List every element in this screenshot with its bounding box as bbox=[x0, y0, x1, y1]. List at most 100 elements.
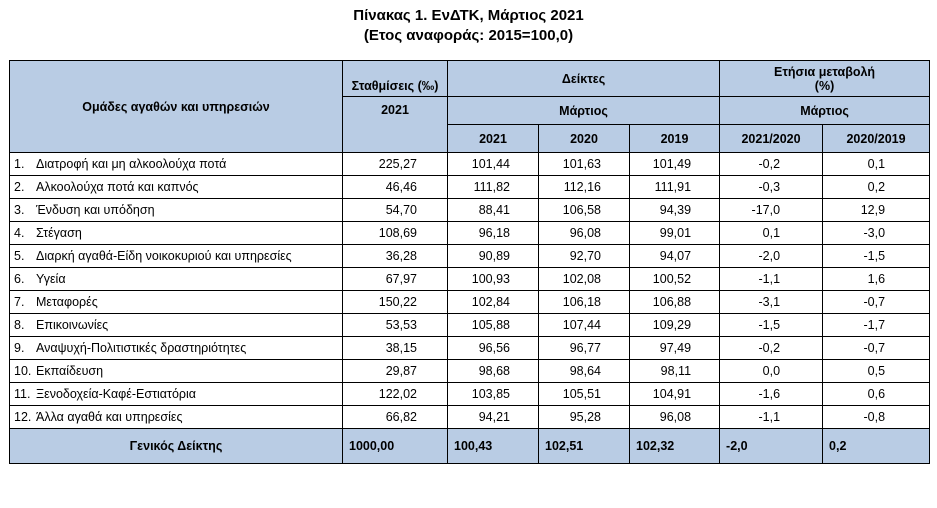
group-name-cell: 8. Επικοινωνίες bbox=[9, 313, 343, 337]
table-title: Πίνακας 1. ΕνΔΤΚ, Μάρτιος 2021 bbox=[353, 7, 584, 24]
change-2020-2019-cell: 1,6 bbox=[822, 267, 931, 291]
table-row: 7. Μεταφορές 150,22 102,84 106,18 106,88 -3,1-… bbox=[9, 290, 931, 314]
group-name-cell: 3. Ένδυση και υπόδηση bbox=[9, 198, 343, 222]
index-2021-cell: 105,88 bbox=[447, 313, 539, 337]
change-2021-2020-cell: -0,2 bbox=[719, 336, 824, 360]
index-2019-cell: 98,11 bbox=[628, 359, 721, 383]
table-row: 10. Εκπαίδευση 29,87 98,68 98,64 98,11 0,0 0,5 bbox=[9, 359, 931, 383]
group-label: Αναψυχή-Πολιτιστικές δραστηριότητες bbox=[36, 341, 247, 355]
weights-year-header: 2021 bbox=[342, 96, 448, 153]
row-number: 7. bbox=[14, 295, 25, 309]
change-2021-2020-cell: -1,1 bbox=[719, 267, 824, 291]
index-2020-cell: 107,44 bbox=[538, 313, 630, 337]
cpi-table: Ομάδες αγαθών και υπηρεσιών Σταθμίσεις (… bbox=[9, 60, 931, 464]
row-number: 6. bbox=[14, 272, 25, 286]
weight-cell: 108,69 bbox=[342, 221, 448, 245]
change-2020-2019-cell: 0,5 bbox=[822, 359, 931, 383]
index-2021-cell: 90,89 bbox=[447, 244, 539, 268]
year-header-2019: 2019 bbox=[628, 124, 721, 153]
year-header-2021: 2021 bbox=[447, 124, 539, 153]
total-change-2020-2019-cell: 0,2 bbox=[822, 428, 931, 464]
change-2021-2020-cell: -0,2 bbox=[719, 152, 824, 176]
row-number: 1. bbox=[14, 157, 25, 171]
weight-cell: 29,87 bbox=[342, 359, 448, 383]
table-subtitle: (Ετος αναφοράς: 2015=100,0) bbox=[363, 27, 574, 44]
group-label: Αλκοολούχα ποτά και καπνός bbox=[36, 180, 199, 194]
group-name-cell: 6. Υγεία bbox=[9, 267, 343, 291]
change-2021-2020-cell: -2,0 bbox=[719, 244, 824, 268]
weights-header: Σταθμίσεις (‰) bbox=[342, 60, 448, 97]
group-name-cell: 5. Διαρκή αγαθά-Είδη νοικοκυριού και υπηρ… bbox=[9, 244, 343, 268]
index-2019-cell: 94,07 bbox=[628, 244, 721, 268]
change-2020-2019-cell: 0,2 bbox=[822, 175, 931, 199]
row-number: 3. bbox=[14, 203, 25, 217]
row-number: 8. bbox=[14, 318, 25, 332]
total-index-2021-cell: 100,43 bbox=[447, 428, 539, 464]
index-2019-cell: 109,29 bbox=[628, 313, 721, 337]
group-name-cell: 1. Διατροφή και μη αλκοολούχα ποτά bbox=[9, 152, 343, 176]
weight-cell: 67,97 bbox=[342, 267, 448, 291]
index-2020-cell: 95,28 bbox=[538, 405, 630, 429]
annual-change-label: Ετήσια μεταβολή bbox=[773, 64, 876, 79]
weight-cell: 122,02 bbox=[342, 382, 448, 406]
change-2020-2019-cell: 0,6 bbox=[822, 382, 931, 406]
index-2019-cell: 106,88 bbox=[628, 290, 721, 314]
change-2021-2020-cell: 0,1 bbox=[719, 221, 824, 245]
row-number: 9. bbox=[14, 341, 25, 355]
group-name-cell: 7. Μεταφορές bbox=[9, 290, 343, 314]
index-2021-cell: 94,21 bbox=[447, 405, 539, 429]
groups-header: Ομάδες αγαθών και υπηρεσιών bbox=[9, 60, 343, 153]
row-number: 10. bbox=[14, 364, 32, 378]
group-name-cell: 9. Αναψυχή-Πολιτιστικές δραστηριότητες bbox=[9, 336, 343, 360]
row-number: 5. bbox=[14, 249, 25, 263]
change-2020-2019-cell: -0,7 bbox=[822, 290, 931, 314]
index-2021-cell: 101,44 bbox=[447, 152, 539, 176]
weight-cell: 38,15 bbox=[342, 336, 448, 360]
index-2021-cell: 102,84 bbox=[447, 290, 539, 314]
total-change-2021-2020-cell: -2,0 bbox=[719, 428, 824, 464]
indices-header: Δείκτες bbox=[446, 60, 721, 97]
row-number: 12. bbox=[14, 410, 32, 424]
total-label: Γενικός Δείκτης bbox=[9, 428, 343, 464]
weight-cell: 54,70 bbox=[342, 198, 448, 222]
weight-cell: 66,82 bbox=[342, 405, 448, 429]
group-label: Διατροφή και μη αλκοολούχα ποτά bbox=[36, 157, 227, 171]
change-2021-2020-cell: -17,0 bbox=[719, 198, 824, 222]
annual-change-unit: (%) bbox=[814, 78, 835, 93]
total-weight-cell: 1000,00 bbox=[342, 428, 448, 464]
index-2020-cell: 92,70 bbox=[538, 244, 630, 268]
annual-change-month-header: Μάρτιος bbox=[719, 96, 931, 125]
change-2020-2019-cell: -0,8 bbox=[822, 405, 931, 429]
group-name-cell: 11. Ξενοδοχεία-Καφέ-Εστιατόρια bbox=[9, 382, 343, 406]
change-header-2021-2020: 2021/2020 bbox=[719, 124, 824, 153]
index-2019-cell: 111,91 bbox=[628, 175, 721, 199]
weight-cell: 36,28 bbox=[342, 244, 448, 268]
index-2020-cell: 102,08 bbox=[538, 267, 630, 291]
group-name-cell: 2. Αλκοολούχα ποτά και καπνός bbox=[9, 175, 343, 199]
index-2019-cell: 104,91 bbox=[628, 382, 721, 406]
group-label: Ένδυση και υπόδηση bbox=[36, 203, 155, 217]
index-2021-cell: 96,56 bbox=[447, 336, 539, 360]
total-row: Γενικός Δείκτης 1000,00 100,43 102,51 102,32… bbox=[9, 428, 931, 464]
index-2021-cell: 98,68 bbox=[447, 359, 539, 383]
total-index-2020-cell: 102,51 bbox=[538, 428, 630, 464]
change-2021-2020-cell: -1,6 bbox=[719, 382, 824, 406]
row-number: 2. bbox=[14, 180, 25, 194]
index-2020-cell: 101,63 bbox=[538, 152, 630, 176]
weight-cell: 46,46 bbox=[342, 175, 448, 199]
change-2020-2019-cell: -3,0 bbox=[822, 221, 931, 245]
index-2020-cell: 98,64 bbox=[538, 359, 630, 383]
change-2020-2019-cell: 0,1 bbox=[822, 152, 931, 176]
row-number: 11. bbox=[14, 387, 31, 401]
index-2019-cell: 96,08 bbox=[628, 405, 721, 429]
group-label: Υγεία bbox=[36, 272, 66, 286]
group-label: Στέγαση bbox=[36, 226, 82, 240]
table-row: 11. Ξενοδοχεία-Καφέ-Εστιατόρια 122,02 103,8… bbox=[9, 382, 931, 406]
row-number: 4. bbox=[14, 226, 25, 240]
index-2021-cell: 111,82 bbox=[447, 175, 539, 199]
indices-month-header: Μάρτιος bbox=[446, 96, 721, 125]
index-2019-cell: 99,01 bbox=[628, 221, 721, 245]
weight-cell: 150,22 bbox=[342, 290, 448, 314]
group-label: Εκπαίδευση bbox=[36, 364, 104, 378]
group-label: Ξενοδοχεία-Καφέ-Εστιατόρια bbox=[36, 387, 197, 401]
